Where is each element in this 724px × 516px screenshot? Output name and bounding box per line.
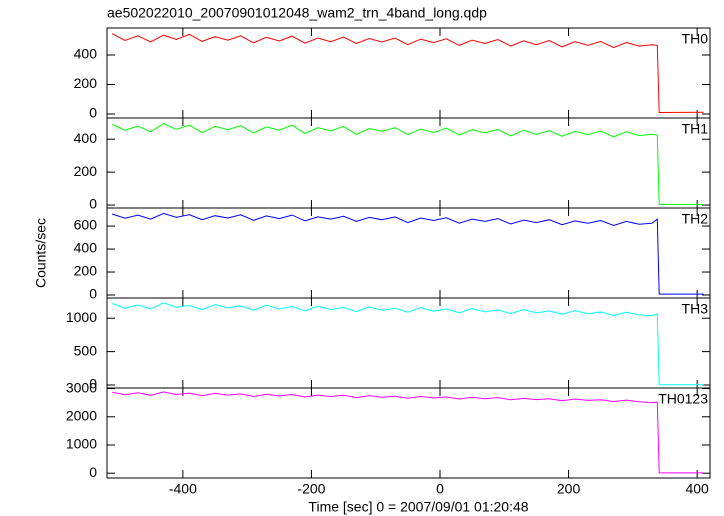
y-tick-label: 0	[89, 196, 97, 212]
y-tick-label: 0	[89, 464, 97, 480]
y-tick-label: 200	[74, 163, 98, 179]
panel-label: TH0123	[658, 391, 708, 407]
chart-title: ae502022010_20070901012048_wam2_trn_4ban…	[107, 5, 487, 21]
y-tick-label: 200	[74, 75, 98, 91]
x-tick-label: -200	[297, 481, 325, 497]
y-tick-label: 1000	[66, 309, 97, 325]
panel-label: TH2	[682, 211, 709, 227]
y-tick-label: 1000	[66, 436, 97, 452]
panel-label: TH0	[682, 31, 709, 47]
y-tick-label: 400	[74, 130, 98, 146]
light-curve	[112, 391, 704, 474]
y-tick-label: 3000	[66, 379, 97, 395]
panel-label: TH3	[682, 301, 709, 317]
light-curve	[111, 123, 704, 206]
y-tick-label: 2000	[66, 407, 97, 423]
x-tick-label: 400	[685, 481, 709, 497]
x-axis-label: Time [sec] 0 = 2007/09/01 01:20:48	[308, 499, 528, 515]
x-tick-label: 0	[436, 481, 444, 497]
panel-label: TH1	[682, 121, 709, 137]
light-curve	[111, 212, 704, 295]
panel-frame	[106, 27, 711, 119]
y-tick-label: 400	[74, 240, 98, 256]
y-tick-label: 600	[74, 217, 98, 233]
y-tick-label: 500	[74, 342, 98, 358]
y-tick-label: 0	[89, 105, 97, 121]
x-tick-label: -400	[169, 481, 197, 497]
panel-frame	[106, 117, 711, 209]
x-tick-label: 200	[557, 481, 581, 497]
y-tick-label: 0	[89, 376, 97, 392]
light-curve	[111, 33, 704, 114]
panel-frame	[106, 387, 711, 479]
light-curve	[111, 302, 704, 386]
y-tick-label: 0	[89, 286, 97, 302]
y-axis-label: Counts/sec	[33, 218, 49, 288]
y-tick-label: 200	[74, 263, 98, 279]
panel-frame	[106, 207, 711, 299]
y-tick-label: 400	[74, 46, 98, 62]
